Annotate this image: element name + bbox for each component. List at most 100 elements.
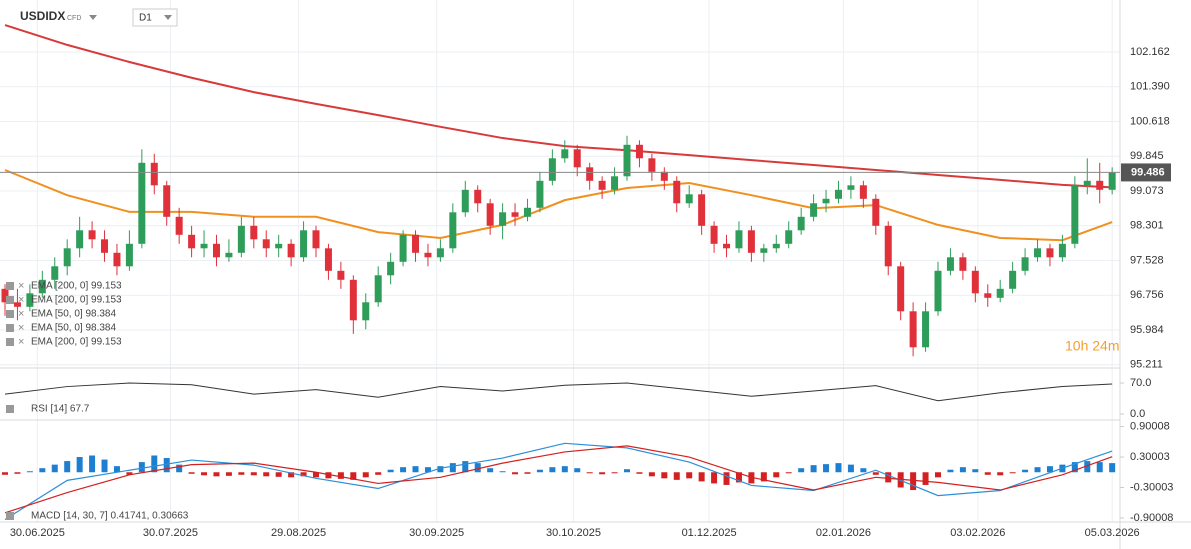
- ema-line: [4, 24, 1113, 189]
- histogram-bar: [673, 472, 680, 480]
- histogram-bar: [176, 464, 183, 473]
- histogram-bar: [885, 472, 892, 483]
- histogram-bar: [337, 472, 344, 479]
- histogram-bar: [561, 466, 568, 473]
- candle-body: [611, 176, 619, 190]
- histogram-bar: [574, 468, 581, 473]
- candle-body: [300, 230, 308, 258]
- timeframe-box[interactable]: [132, 8, 178, 27]
- histogram-bar: [536, 469, 543, 473]
- histogram-bar: [238, 472, 245, 475]
- histogram-bar: [325, 472, 332, 479]
- candle-body: [847, 185, 855, 190]
- candle-body: [175, 216, 183, 235]
- legend-icon: [6, 282, 14, 290]
- candle-body: [1108, 172, 1116, 190]
- histogram-bar: [698, 472, 705, 482]
- candle-body: [698, 194, 706, 226]
- legend-close: ×: [18, 280, 24, 292]
- x-tick-label: 05.03.2026: [1085, 527, 1140, 539]
- candle-body: [125, 243, 133, 267]
- candle-body: [200, 243, 208, 249]
- candle-body: [897, 266, 905, 312]
- candle-body: [1021, 257, 1029, 271]
- histogram-bar: [138, 462, 145, 473]
- candle-body: [1096, 180, 1104, 190]
- histogram-bar: [723, 472, 730, 485]
- y-tick-label: 0.90008: [1130, 420, 1170, 432]
- histogram-bar: [1022, 469, 1029, 473]
- candle-body: [76, 230, 84, 249]
- y-tick-label: -0.30003: [1130, 481, 1173, 493]
- histogram-bar: [499, 471, 506, 473]
- y-tick-label: 97.528: [1130, 254, 1164, 266]
- y-tick-label: 0.30003: [1130, 451, 1170, 463]
- histogram-bar: [26, 471, 33, 473]
- candle-body: [138, 162, 146, 244]
- histogram-bar: [935, 472, 941, 478]
- legend-entry: EMA [200, 0] 99.153: [31, 337, 122, 348]
- histogram-bar: [1034, 467, 1041, 473]
- histogram-bar: [524, 472, 531, 474]
- histogram-bar: [512, 472, 519, 475]
- candle-body: [38, 279, 46, 294]
- candle-body: [13, 302, 21, 307]
- candle-body: [188, 234, 196, 249]
- histogram-bar: [76, 457, 83, 473]
- candle-body: [26, 293, 34, 307]
- candle-body: [275, 243, 283, 249]
- candle-body: [996, 288, 1004, 298]
- histogram-bar: [350, 472, 357, 480]
- candle-body: [387, 261, 395, 276]
- histogram-bar: [113, 466, 120, 473]
- histogram-bar: [64, 461, 71, 473]
- candle-body: [88, 230, 96, 240]
- histogram-bar: [101, 459, 108, 473]
- candle-body: [648, 158, 656, 172]
- histogram-bar: [250, 472, 257, 476]
- histogram-bar: [773, 472, 780, 478]
- legend-icon: [6, 405, 14, 413]
- histogram-bar: [362, 472, 369, 478]
- candle-body: [287, 243, 295, 258]
- candle-body: [63, 248, 71, 267]
- legend-entry: EMA [50, 0] 98.384: [31, 309, 116, 320]
- candle-body: [673, 180, 681, 204]
- histogram-bar: [151, 455, 158, 473]
- histogram-bar: [1084, 461, 1091, 473]
- histogram-bar: [910, 472, 917, 491]
- histogram-bar: [437, 466, 444, 473]
- candle-body: [685, 194, 693, 204]
- last-price: 99.486: [1131, 166, 1165, 178]
- candle-body: [374, 275, 382, 303]
- dropdown-arrow[interactable]: [164, 15, 172, 20]
- histogram-bar: [474, 463, 481, 473]
- candle-body: [113, 252, 121, 267]
- histogram-bar: [201, 472, 208, 476]
- timeframe[interactable]: D1: [139, 13, 152, 24]
- symbol[interactable]: USDIDX: [20, 9, 65, 23]
- histogram-bar: [972, 469, 979, 473]
- candle-body: [449, 212, 457, 249]
- candle-body: [1083, 180, 1091, 186]
- candle-body: [872, 198, 880, 226]
- legend-entry: EMA [200, 0] 99.153: [31, 281, 122, 292]
- legend-close: ×: [18, 308, 24, 320]
- histogram-bar: [14, 472, 21, 474]
- histogram-bar: [760, 472, 767, 482]
- histogram-bar: [39, 468, 46, 473]
- histogram-bar: [835, 463, 842, 473]
- candle-body: [312, 230, 320, 249]
- histogram-bar: [225, 472, 232, 476]
- y-tick-label: 70.0: [1130, 377, 1151, 389]
- x-tick-label: 02.01.2026: [816, 527, 871, 539]
- histogram-bar: [661, 472, 668, 479]
- candle-body: [399, 234, 407, 262]
- candle-body: [623, 144, 631, 177]
- histogram-bar: [1046, 466, 1053, 473]
- candle-body: [212, 243, 220, 258]
- candle-body: [834, 189, 842, 199]
- histogram-bar: [1071, 462, 1078, 473]
- dropdown-arrow[interactable]: [89, 15, 97, 20]
